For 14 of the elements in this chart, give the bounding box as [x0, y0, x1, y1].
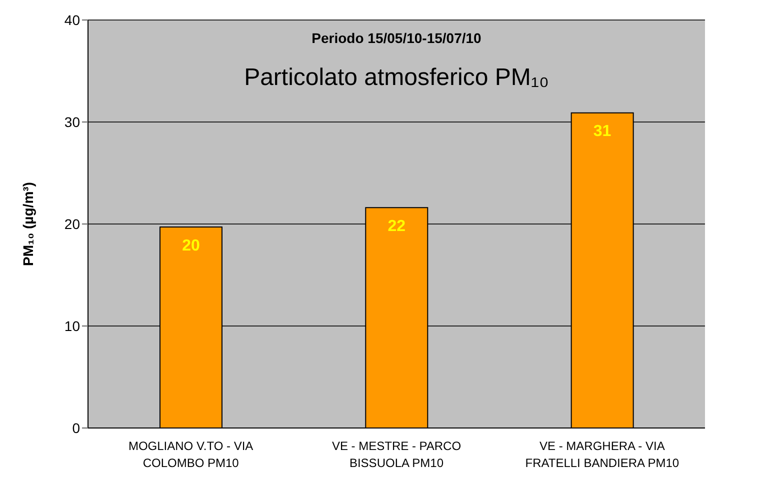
- y-tick-label: 10: [64, 318, 80, 334]
- x-tick-label: VE - MESTRE - PARCO BISSUOLA PM10: [332, 439, 462, 470]
- x-tick-label: VE - MARGHERA - VIA FRATELLI BANDIERA PM10: [525, 439, 680, 470]
- text: Particolato atmosferico PM₁₀: [243, 64, 550, 92]
- y-tick-label: 0: [72, 420, 80, 436]
- y-tick-label: 20: [64, 216, 80, 232]
- x-tick-label: MOGLIANO V.TO - VIA COLOMBO PM10: [128, 439, 254, 470]
- data-label: 20: [182, 237, 200, 254]
- y-tick-label: 40: [64, 12, 80, 28]
- y-axis-title: PM₁₀ (µg/m³): [20, 182, 36, 266]
- y-tick-label: 30: [64, 114, 80, 130]
- data-label: 31: [593, 123, 612, 140]
- text: Periodo 15/05/10-15/07/10: [310, 30, 482, 46]
- data-label: 22: [388, 218, 406, 236]
